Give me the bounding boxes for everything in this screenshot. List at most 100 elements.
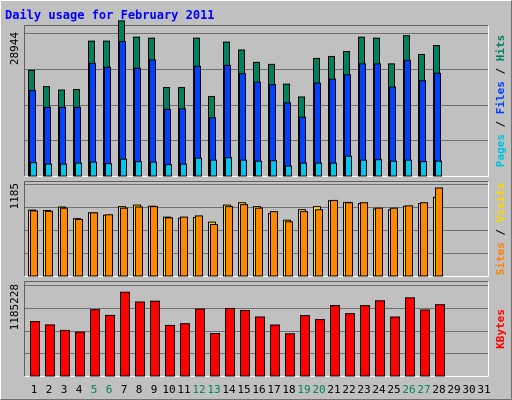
bar-files-day-6 xyxy=(104,66,111,177)
bar-sites-day-15 xyxy=(240,204,248,277)
x-tick-label-day-23: 23 xyxy=(357,383,370,396)
bar-kbytes-day-24 xyxy=(375,300,385,377)
x-tick-label-day-3: 3 xyxy=(61,383,68,396)
bar-kbytes-day-26 xyxy=(405,297,415,377)
x-tick-label-day-26: 26 xyxy=(402,383,415,396)
bar-pages-day-26 xyxy=(405,159,412,177)
x-tick-label-day-1: 1 xyxy=(31,383,38,396)
bar-pages-day-1 xyxy=(30,162,37,177)
series-legend: Sites / Visits xyxy=(494,183,507,276)
bar-kbytes-day-25 xyxy=(390,316,400,377)
bar-sites-day-20 xyxy=(315,209,323,277)
x-tick-label-day-22: 22 xyxy=(342,383,355,396)
bar-kbytes-day-6 xyxy=(105,314,115,377)
x-tick-label-day-21: 21 xyxy=(327,383,340,396)
x-tick-label-day-10: 10 xyxy=(162,383,175,396)
bar-kbytes-day-11 xyxy=(180,323,190,377)
legend-part: / xyxy=(494,222,507,242)
legend-part: Files xyxy=(494,81,507,114)
bar-pages-day-7 xyxy=(120,158,127,177)
bar-pages-day-25 xyxy=(390,160,397,177)
bar-kbytes-day-2 xyxy=(45,324,55,377)
series-kbytes xyxy=(30,291,445,377)
bar-sites-day-10 xyxy=(165,217,173,277)
series-legend: Pages / Files / Hits xyxy=(494,35,507,168)
bar-files-day-5 xyxy=(89,62,96,177)
bar-pages-day-11 xyxy=(180,163,187,177)
bar-sites-day-23 xyxy=(360,202,368,277)
bar-sites-day-11 xyxy=(180,216,188,277)
bar-sites-day-2 xyxy=(45,210,53,277)
bar-files-day-18 xyxy=(284,102,291,177)
bar-sites-day-19 xyxy=(300,211,308,277)
bar-pages-day-4 xyxy=(75,162,82,177)
x-tick-label-day-11: 11 xyxy=(177,383,190,396)
bar-kbytes-day-10 xyxy=(165,324,175,377)
bar-pages-day-21 xyxy=(330,162,337,177)
x-tick-label-day-13: 13 xyxy=(207,383,220,396)
bar-pages-day-23 xyxy=(360,159,367,177)
legend-part: Hits xyxy=(494,35,507,62)
bar-pages-day-2 xyxy=(45,163,52,177)
bar-files-day-28 xyxy=(434,72,441,177)
bar-kbytes-day-28 xyxy=(435,304,445,377)
bar-kbytes-day-13 xyxy=(210,333,220,377)
bar-pages-day-19 xyxy=(300,162,307,177)
legend-part: / xyxy=(494,61,507,81)
x-tick-label-day-25: 25 xyxy=(387,383,400,396)
panel-kbytes: 1185228 KBytes xyxy=(8,281,507,377)
bar-pages-day-28 xyxy=(435,160,442,177)
x-tick-label-day-18: 18 xyxy=(282,383,295,396)
x-tick-label-day-30: 30 xyxy=(462,383,475,396)
bar-pages-day-3 xyxy=(60,163,67,177)
x-tick-label-day-15: 15 xyxy=(237,383,250,396)
bar-kbytes-day-16 xyxy=(255,316,265,377)
y-max-label: 1185 xyxy=(8,183,21,210)
chart-title: Daily usage for February 2011 xyxy=(5,8,215,22)
x-tick-label-day-4: 4 xyxy=(76,383,83,396)
series-sites xyxy=(30,187,443,277)
bar-kbytes-day-7 xyxy=(120,291,130,377)
bar-sites-day-4 xyxy=(75,218,83,277)
bar-sites-day-5 xyxy=(90,212,98,277)
bar-pages-day-9 xyxy=(150,161,157,177)
bar-files-day-9 xyxy=(149,59,156,177)
legend-part: KBytes xyxy=(494,309,507,349)
x-tick-label-day-6: 6 xyxy=(106,383,113,396)
x-tick-label-day-17: 17 xyxy=(267,383,280,396)
x-tick-label-day-19: 19 xyxy=(297,383,310,396)
bar-sites-day-25 xyxy=(390,207,398,277)
bar-pages-day-14 xyxy=(225,157,232,177)
x-tick-label-day-7: 7 xyxy=(121,383,128,396)
bar-pages-day-18 xyxy=(285,165,292,177)
x-tick-label-day-2: 2 xyxy=(46,383,53,396)
bar-pages-day-15 xyxy=(240,159,247,177)
bar-files-day-7 xyxy=(119,41,126,177)
bar-sites-day-17 xyxy=(270,211,278,277)
bar-files-day-23 xyxy=(359,63,366,177)
x-tick-label-day-16: 16 xyxy=(252,383,265,396)
bar-sites-day-8 xyxy=(135,206,143,277)
legend-part: Sites xyxy=(494,242,507,275)
bar-kbytes-day-8 xyxy=(135,301,145,377)
bar-kbytes-day-18 xyxy=(285,333,295,377)
bar-kbytes-day-5 xyxy=(90,309,100,377)
bar-files-day-24 xyxy=(374,63,381,177)
bar-sites-day-26 xyxy=(405,205,413,277)
bar-sites-day-12 xyxy=(195,215,203,277)
bar-sites-day-9 xyxy=(150,206,158,277)
bar-sites-day-28 xyxy=(435,187,443,277)
bar-kbytes-day-3 xyxy=(60,329,70,377)
bar-files-day-20 xyxy=(314,82,321,177)
x-tick-label-day-12: 12 xyxy=(192,383,205,396)
bar-pages-day-10 xyxy=(165,164,172,177)
x-tick-label-day-24: 24 xyxy=(372,383,386,396)
y-max-label: 1185228 xyxy=(8,284,21,330)
bar-pages-day-24 xyxy=(375,159,382,177)
bar-pages-day-12 xyxy=(195,157,202,177)
bar-pages-day-22 xyxy=(345,155,352,177)
bar-pages-day-17 xyxy=(270,160,277,177)
x-tick-label-day-9: 9 xyxy=(151,383,158,396)
bar-sites-day-6 xyxy=(105,214,113,277)
